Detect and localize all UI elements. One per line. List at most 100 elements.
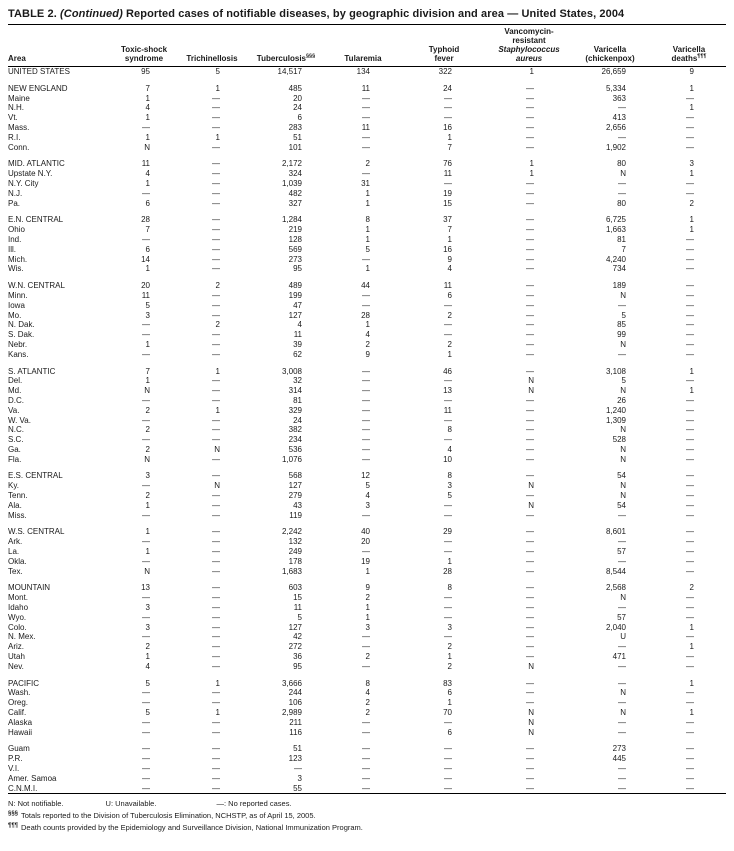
value-cell: 1 [365, 603, 370, 613]
value-cell: — [686, 500, 694, 510]
table-row: Vt. 1 — 6 — — — 413 — [8, 113, 726, 123]
footnote-symbol: ¶¶¶ [8, 822, 19, 829]
value-cell: — [526, 688, 534, 698]
column-header-area: Area [8, 25, 108, 67]
value-cell: 39 [293, 339, 302, 349]
value-cell: 234 [288, 435, 302, 445]
value-cell: 568 [288, 471, 302, 481]
value-cell: — [212, 717, 220, 727]
value-cell: — [686, 612, 694, 622]
value-cell: 46 [443, 366, 452, 376]
value-cell: 29 [443, 527, 452, 537]
value-cell: 16 [443, 122, 452, 132]
value-cell: 6 [297, 113, 302, 123]
value-cell: — [618, 188, 626, 198]
value-cell: — [212, 783, 220, 793]
value-cell: — [526, 566, 534, 576]
value-cell: 2 [689, 198, 694, 208]
value-cell: 4 [145, 661, 150, 671]
table-row: Miss. — — 119 — — — — — [8, 511, 726, 521]
value-cell: 24 [293, 415, 302, 425]
value-cell: — [142, 698, 150, 708]
value-cell: — [618, 783, 626, 793]
value-cell: 11 [361, 83, 370, 93]
value-cell: — [142, 234, 150, 244]
value-cell: — [362, 142, 370, 152]
value-cell: 2 [145, 444, 150, 454]
value-cell: 62 [293, 349, 302, 359]
value-cell: — [686, 547, 694, 557]
value-cell: — [444, 754, 452, 764]
value-cell: 9 [689, 67, 694, 76]
value-cell: — [618, 603, 626, 613]
value-cell: 5 [215, 67, 220, 76]
value-cell: — [526, 93, 534, 103]
value-cell: — [526, 527, 534, 537]
area-cell: Ark. [8, 537, 23, 547]
area-cell: Wash. [8, 688, 31, 698]
group-spacer [8, 672, 726, 679]
area-cell: Calif. [8, 708, 27, 718]
value-cell: 2 [447, 339, 452, 349]
table-row: Guam — — 51 — — — 273 — [8, 744, 726, 754]
value-cell: 6 [145, 198, 150, 208]
group-spacer [8, 274, 726, 281]
value-cell: 15 [443, 198, 452, 208]
value-cell: — [618, 132, 626, 142]
value-cell: N [528, 717, 534, 727]
area-cell: Mich. [8, 254, 28, 264]
table-row: Nebr. 1 — 39 2 2 — N — [8, 340, 726, 350]
value-cell: — [212, 491, 220, 501]
area-cell: N.Y. City [8, 178, 39, 188]
value-cell: 3 [365, 500, 370, 510]
value-cell: — [212, 632, 220, 642]
value-cell: — [444, 330, 452, 340]
group-spacer [8, 576, 726, 583]
value-cell: 4 [145, 103, 150, 113]
value-cell: 1 [689, 622, 694, 632]
value-cell: — [212, 142, 220, 152]
area-cell: Fla. [8, 454, 22, 464]
value-cell: N [528, 500, 534, 510]
value-cell: — [362, 783, 370, 793]
value-cell: 14,517 [277, 67, 302, 76]
value-cell: 37 [443, 215, 452, 225]
value-cell: — [686, 435, 694, 445]
value-cell: — [212, 395, 220, 405]
value-cell: — [362, 727, 370, 737]
value-cell: — [686, 566, 694, 576]
value-cell: 5 [145, 300, 150, 310]
table-row: Wash. — — 244 4 6 — N — [8, 688, 726, 698]
value-cell: 1 [447, 652, 452, 662]
value-cell: — [362, 113, 370, 123]
value-cell: 1 [145, 500, 150, 510]
table-row: P.R. — — 123 — — — 445 — [8, 754, 726, 764]
value-cell: — [212, 113, 220, 123]
value-cell: — [618, 773, 626, 783]
area-cell: Hawaii [8, 727, 33, 737]
value-cell: 413 [612, 113, 626, 123]
value-cell: — [686, 349, 694, 359]
table-row: R.I. 1 1 51 — 1 — — — [8, 133, 726, 143]
value-cell: N [144, 566, 150, 576]
value-cell: — [526, 234, 534, 244]
value-cell: 528 [612, 435, 626, 445]
value-cell: 1 [529, 67, 534, 76]
value-cell: — [526, 603, 534, 613]
value-cell: 40 [361, 527, 370, 537]
value-cell: — [526, 593, 534, 603]
value-cell: — [526, 264, 534, 274]
value-cell: — [142, 773, 150, 783]
value-cell: — [686, 300, 694, 310]
value-cell: — [362, 366, 370, 376]
area-cell: UNITED STATES [8, 67, 70, 76]
value-cell: — [212, 215, 220, 225]
value-cell: 57 [617, 612, 626, 622]
value-cell: 1 [215, 366, 220, 376]
value-cell: — [212, 764, 220, 773]
value-cell: 4 [145, 169, 150, 179]
value-cell: 2,040 [605, 622, 626, 632]
value-cell: — [362, 435, 370, 445]
value-cell: 7 [621, 244, 626, 254]
value-cell: — [444, 632, 452, 642]
